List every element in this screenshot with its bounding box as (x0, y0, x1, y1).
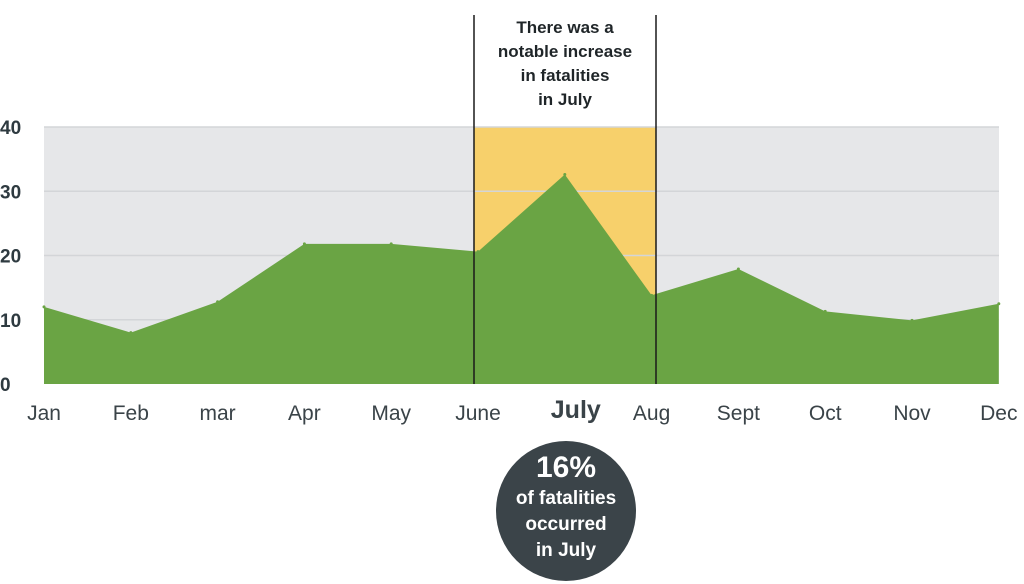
data-point-aug (650, 293, 654, 297)
data-points (42, 173, 1001, 335)
y-tick-label: 0 (0, 375, 11, 396)
callout-line: of fatalities (516, 488, 616, 509)
data-point-nov (910, 318, 914, 322)
x-tick-label-jan: Jan (27, 402, 61, 425)
data-point-apr (302, 242, 306, 246)
data-point-jan (42, 305, 46, 309)
july-callout: 16% of fatalities occurred in July (496, 441, 636, 581)
july-annotation: There was a notable increase in fatalities… (498, 18, 632, 109)
annotation-line: There was a (516, 18, 614, 37)
x-tick-label-may: May (371, 402, 411, 425)
annotation-line: in July (538, 90, 592, 109)
x-tick-label-june: June (455, 402, 501, 425)
x-tick-label-apr: Apr (288, 402, 321, 425)
data-point-mar (216, 300, 220, 304)
x-axis: Jan Feb mar Apr May June July Aug Sept Oct Nov Dec (27, 396, 1017, 425)
x-tick-label-dec: Dec (980, 402, 1017, 425)
data-point-june (476, 250, 480, 254)
x-tick-label-feb: Feb (113, 402, 149, 425)
y-axis: 0 10 20 30 40 (0, 118, 21, 396)
data-point-sept (736, 267, 740, 271)
callout-percentage: 16% (536, 451, 596, 484)
y-tick-label: 10 (0, 311, 21, 332)
annotation-line: notable increase (498, 42, 632, 61)
x-tick-label-mar: mar (200, 402, 236, 425)
y-tick-label: 20 (0, 247, 21, 268)
data-point-oct (823, 309, 827, 313)
fatalities-area (44, 174, 999, 384)
callout-line: in July (536, 540, 597, 561)
x-tick-label-july: July (551, 396, 601, 424)
annotation-line: in fatalities (521, 66, 610, 85)
data-point-may (389, 242, 393, 246)
data-point-july (563, 173, 567, 177)
data-point-dec (997, 302, 1001, 306)
x-tick-label-sept: Sept (717, 402, 760, 425)
x-tick-label-oct: Oct (809, 402, 842, 425)
y-tick-label: 30 (0, 182, 21, 203)
data-point-feb (129, 331, 133, 335)
y-tick-label: 40 (0, 118, 21, 139)
x-tick-label-nov: Nov (893, 402, 931, 425)
callout-line: occurred (525, 514, 606, 535)
x-tick-label-aug: Aug (633, 402, 670, 425)
callout-circle (496, 441, 636, 581)
